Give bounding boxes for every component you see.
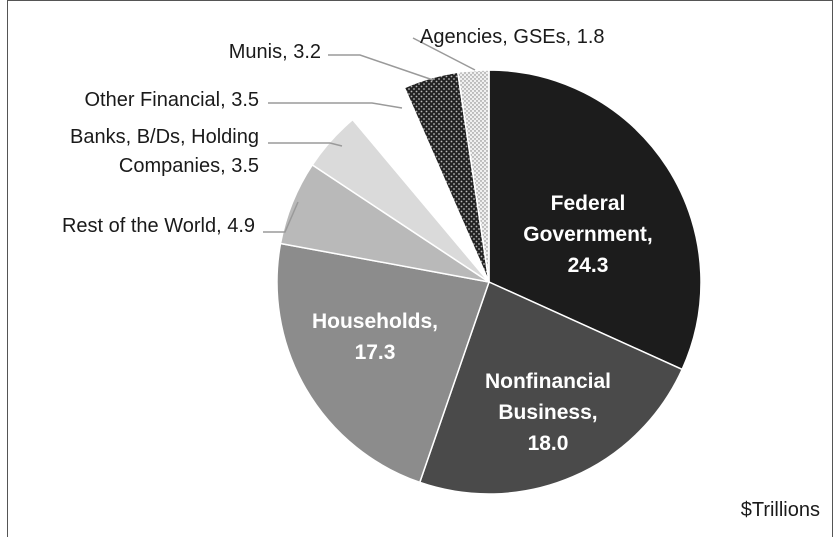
slice-label: Rest of the World, 4.9 — [62, 215, 255, 237]
slice-label: Banks, B/Ds, Holding — [70, 126, 259, 148]
slice-label: 24.3 — [568, 254, 609, 277]
pie-slice — [418, 280, 684, 495]
pie-slice — [456, 69, 490, 283]
slice-label: 17.3 — [355, 341, 396, 364]
slice-label: Other Financial, 3.5 — [84, 89, 259, 111]
slice-label: Business, — [498, 401, 597, 424]
slice-label: Government, — [523, 223, 653, 246]
leader-line — [328, 54, 434, 81]
slice-label: 18.0 — [528, 432, 569, 455]
slice-label: Households, — [312, 310, 438, 333]
leader-line — [268, 102, 403, 109]
slice-label: Agencies, GSEs, 1.8 — [420, 26, 605, 48]
leader-line — [268, 142, 343, 147]
pie-slice — [276, 242, 490, 484]
slice-label: Companies, 3.5 — [119, 155, 259, 177]
slice-label: Munis, 3.2 — [229, 41, 321, 63]
slice-label: Nonfinancial — [485, 370, 611, 393]
pie-slice — [488, 69, 702, 371]
slice-label: Federal — [551, 192, 626, 215]
leader-line — [412, 37, 476, 71]
unit-label: $Trillions — [741, 499, 820, 521]
leader-line — [263, 201, 299, 233]
